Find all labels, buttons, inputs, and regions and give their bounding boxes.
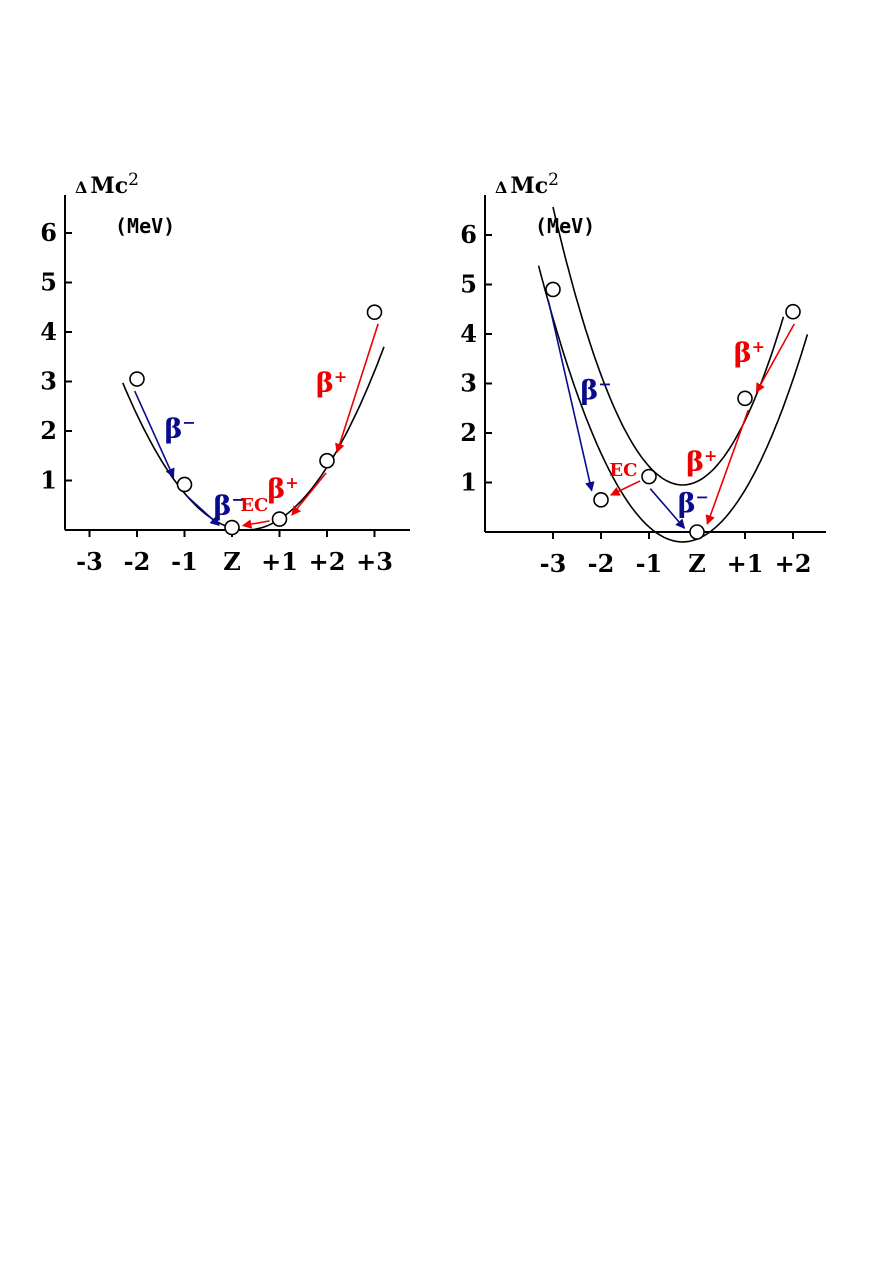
- beta-minus-arrow: [547, 300, 595, 492]
- x-tick-label: -3: [76, 547, 103, 576]
- beta-plus-label: β+: [734, 337, 765, 369]
- isobar-point: [224, 519, 240, 536]
- decay-sign: −: [696, 487, 709, 506]
- beta-minus-arrow: [186, 495, 220, 526]
- x-tick-label: -3: [540, 549, 567, 578]
- isobar-point: [785, 303, 801, 320]
- isobar-point: [593, 492, 609, 508]
- y-tick-label: 6: [40, 218, 57, 247]
- x-tick-label: +3: [356, 547, 393, 576]
- beta-plus-arrow: [335, 323, 379, 454]
- x-tick-label: -2: [124, 547, 151, 576]
- y-tick-label: 5: [460, 270, 477, 299]
- x-tick-label: +1: [727, 549, 764, 578]
- y-tick-label: 1: [460, 468, 477, 497]
- x-tick-label: -2: [588, 549, 615, 578]
- beta-minus-label: β−: [164, 413, 195, 445]
- y-tick-label: 3: [40, 367, 57, 396]
- x-tick-label: Z: [223, 547, 241, 576]
- decay-sign: −: [231, 490, 244, 509]
- y-tick-label: 4: [40, 317, 57, 346]
- x-tick-label: +1: [261, 547, 298, 576]
- superscript-2: 2: [128, 170, 139, 190]
- decay-sign: +: [285, 473, 298, 492]
- beta-minus-arrow: [649, 488, 686, 529]
- isobar-point: [641, 468, 657, 485]
- beta-minus-label: β−: [678, 487, 709, 519]
- isobar-point: [737, 390, 753, 407]
- isobar-point: [271, 511, 288, 527]
- y-axis-title: Δ Mc2: [495, 170, 559, 199]
- x-tick-label: Z: [688, 549, 706, 578]
- beta-minus-arrow: [133, 390, 175, 479]
- decay-symbol: EC: [609, 460, 637, 481]
- mc-text: Mc: [510, 173, 548, 199]
- decay-symbol: β: [164, 414, 182, 445]
- isobar-point: [319, 452, 335, 469]
- beta-plus-label: β+: [686, 446, 717, 478]
- decay-sign: −: [598, 375, 611, 394]
- isobar-point: [545, 281, 561, 298]
- isobar-point: [366, 304, 383, 321]
- decay-symbol: β: [267, 474, 285, 505]
- isobar-point: [689, 524, 705, 540]
- y-tick-label: 6: [460, 220, 477, 249]
- mass-parabola: [537, 265, 809, 543]
- x-tick-label: -1: [636, 549, 663, 578]
- beta-plus-label: β+: [267, 473, 298, 505]
- beta-minus-label: β−: [214, 490, 245, 522]
- ec-arrow: [610, 480, 641, 496]
- decay-symbol: β: [678, 488, 696, 519]
- decay-sign: −: [182, 413, 195, 432]
- decay-symbol: β: [580, 376, 598, 407]
- beta-minus-label: β−: [580, 375, 611, 407]
- decay-sign: +: [752, 337, 765, 356]
- decay-symbol: β: [734, 338, 752, 369]
- ec-arrow: [241, 519, 270, 529]
- x-tick-label: -1: [171, 547, 198, 576]
- delta-symbol: Δ: [75, 178, 87, 197]
- beta-plus-label: β+: [316, 367, 347, 399]
- y-tick-label: 2: [40, 416, 57, 445]
- decay-sign: +: [704, 446, 717, 465]
- decay-symbol: β: [214, 491, 232, 522]
- beta-plus-arrow: [291, 472, 327, 516]
- decay-symbol: β: [316, 368, 334, 399]
- x-tick-label: +2: [309, 547, 346, 576]
- ec-label: EC: [240, 495, 268, 516]
- isobar-point: [129, 371, 145, 387]
- y-tick-label: 2: [460, 418, 477, 447]
- decay-sign: +: [334, 367, 347, 386]
- x-tick-label: +2: [775, 549, 812, 578]
- y-tick-label: 1: [40, 466, 57, 495]
- y-tick-label: 5: [40, 268, 57, 297]
- isobar-point: [176, 476, 193, 493]
- y-tick-label: 4: [460, 319, 477, 348]
- decay-symbol: β: [686, 447, 704, 478]
- superscript-2: 2: [548, 170, 559, 190]
- ec-label: EC: [609, 460, 637, 481]
- y-axis-unit: (MeV): [115, 214, 175, 238]
- y-axis-title: Δ Mc2: [75, 170, 139, 199]
- beta-plus-arrow: [755, 323, 795, 393]
- decay-symbol: EC: [240, 495, 268, 516]
- delta-symbol: Δ: [495, 178, 507, 197]
- beta-plus-arrow: [705, 409, 749, 525]
- y-tick-label: 3: [460, 369, 477, 398]
- y-axis-unit: (MeV): [535, 214, 595, 238]
- mc-text: Mc: [90, 173, 128, 199]
